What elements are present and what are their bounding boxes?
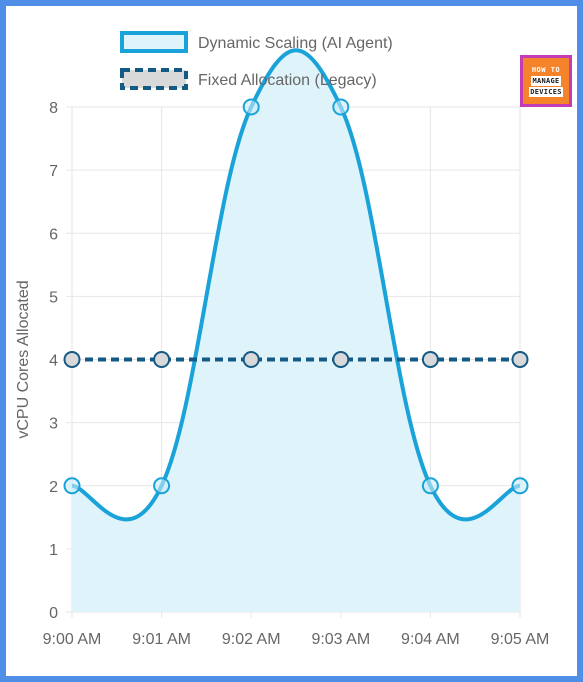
data-point-dynamic[interactable] bbox=[421, 477, 439, 495]
data-point-fixed[interactable] bbox=[63, 351, 81, 368]
y-tick-labels: 0 1 2 3 4 5 6 7 8 bbox=[49, 100, 58, 622]
y-tick-label: 7 bbox=[49, 163, 58, 180]
legend[interactable]: Dynamic Scaling (AI Agent) Fixed Allocati… bbox=[120, 31, 393, 90]
data-point-dynamic[interactable] bbox=[153, 477, 171, 495]
y-tick-label: 8 bbox=[49, 100, 58, 117]
data-point-fixed[interactable] bbox=[242, 351, 260, 368]
logo-line-3: DEVICES bbox=[529, 87, 563, 97]
area-layer bbox=[72, 50, 520, 612]
logo-line-1: HOW TO bbox=[531, 66, 561, 74]
data-point-dynamic[interactable] bbox=[332, 98, 350, 116]
data-point-dynamic[interactable] bbox=[63, 477, 81, 495]
legend-item-dynamic[interactable]: Dynamic Scaling (AI Agent) bbox=[120, 31, 393, 53]
x-tick-labels: 9:00 AM 9:01 AM 9:02 AM 9:03 AM 9:04 AM 9:05 … bbox=[43, 631, 550, 648]
y-tick-label: 4 bbox=[49, 353, 58, 370]
legend-item-fixed-swatch bbox=[120, 68, 188, 90]
marker-layer bbox=[63, 98, 529, 495]
legend-item-fixed-label: Fixed Allocation (Legacy) bbox=[198, 72, 377, 89]
legend-item-dynamic-swatch bbox=[120, 31, 188, 53]
data-point-fixed[interactable] bbox=[421, 351, 439, 368]
x-tick-label: 9:04 AM bbox=[401, 631, 460, 648]
x-tick-label: 9:03 AM bbox=[311, 631, 370, 648]
data-point-fixed[interactable] bbox=[153, 351, 171, 368]
y-tick-label: 3 bbox=[49, 416, 58, 433]
series-area-dynamic bbox=[72, 50, 520, 612]
y-tick-label: 1 bbox=[49, 542, 58, 559]
y-tick-label: 2 bbox=[49, 479, 58, 496]
data-point-dynamic[interactable] bbox=[242, 98, 260, 116]
logo-line-2: MANAGE bbox=[531, 76, 561, 86]
legend-item-dynamic-label: Dynamic Scaling (AI Agent) bbox=[198, 35, 393, 52]
data-point-dynamic[interactable] bbox=[511, 477, 529, 495]
y-tick-label: 0 bbox=[49, 605, 58, 622]
how-to-manage-devices-logo: HOW TO MANAGE DEVICES bbox=[520, 55, 572, 107]
y-tick-label: 6 bbox=[49, 226, 58, 243]
y-tick-label: 5 bbox=[49, 289, 58, 306]
x-tick-label: 9:05 AM bbox=[491, 631, 550, 648]
x-tick-label: 9:01 AM bbox=[132, 631, 191, 648]
x-tick-label: 9:00 AM bbox=[43, 631, 102, 648]
legend-item-fixed[interactable]: Fixed Allocation (Legacy) bbox=[120, 68, 377, 90]
x-tick-label: 9:02 AM bbox=[222, 631, 281, 648]
y-axis-title: vCPU Cores Allocated bbox=[15, 280, 32, 438]
data-point-fixed[interactable] bbox=[511, 351, 529, 368]
data-point-fixed[interactable] bbox=[332, 351, 350, 368]
